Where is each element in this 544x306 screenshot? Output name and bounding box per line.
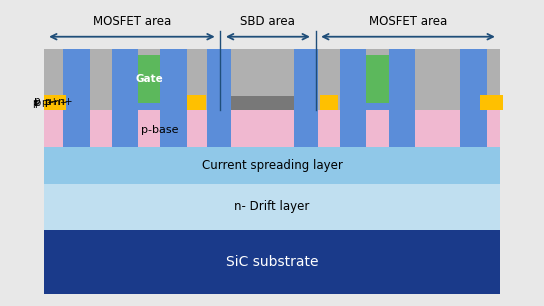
Bar (44, 184, 500, 230)
Text: MOSFET area: MOSFET area (369, 15, 447, 28)
Bar (187, 95, 205, 110)
Bar (389, 49, 415, 147)
Bar (294, 49, 318, 147)
Bar (480, 95, 503, 110)
Text: SBD area: SBD area (240, 15, 295, 28)
Bar (340, 49, 366, 147)
Bar (460, 49, 487, 147)
Bar (231, 96, 294, 110)
Text: Gate: Gate (135, 74, 163, 84)
Text: p: p (44, 98, 50, 107)
Bar (44, 110, 500, 147)
Bar (138, 55, 160, 103)
Bar (320, 95, 338, 110)
Bar (63, 49, 90, 147)
Bar (320, 95, 338, 110)
Bar (44, 147, 500, 184)
Text: p-base: p-base (141, 125, 179, 135)
Bar (366, 55, 389, 103)
Bar (366, 103, 389, 110)
Text: SiC substrate: SiC substrate (226, 255, 318, 269)
Bar (189, 95, 206, 110)
Text: p: p (32, 98, 38, 107)
Bar (138, 103, 160, 110)
Text: MOSFET area: MOSFET area (93, 15, 171, 28)
Text: Current spreading layer: Current spreading layer (202, 159, 342, 172)
Bar (44, 95, 66, 110)
Bar (207, 49, 231, 147)
Text: p+n+: p+n+ (41, 98, 67, 107)
Bar (44, 230, 500, 294)
Bar (44, 49, 500, 110)
Text: p+n+: p+n+ (44, 97, 72, 106)
Text: n- Drift layer: n- Drift layer (234, 200, 310, 213)
Text: p: p (35, 98, 41, 107)
Bar (160, 49, 187, 147)
Bar (112, 49, 138, 147)
Text: p: p (34, 96, 41, 106)
